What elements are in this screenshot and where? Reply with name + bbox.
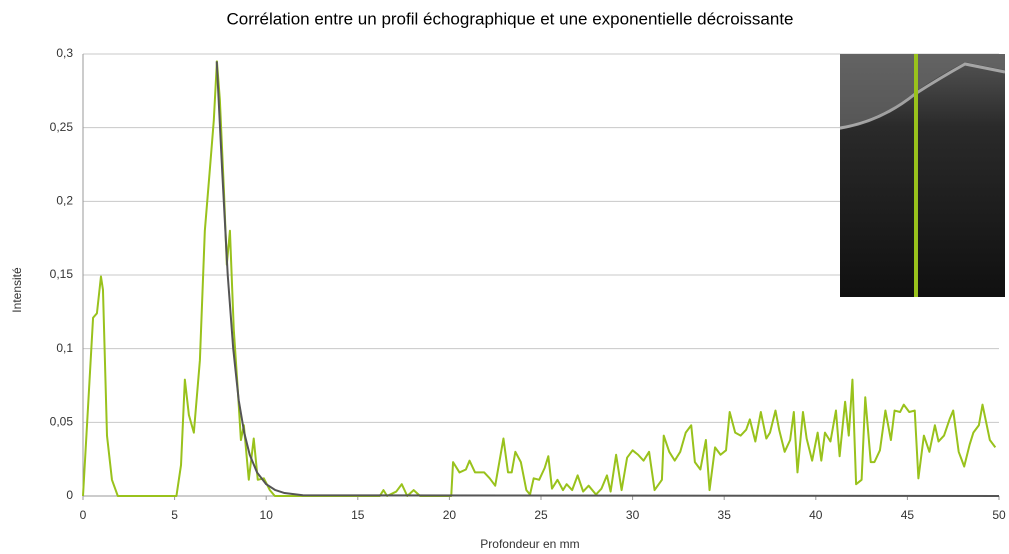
y-tick-label: 0,15: [50, 267, 74, 281]
y-tick-label: 0,2: [56, 194, 73, 208]
y-tick-label: 0,3: [56, 46, 73, 60]
x-tick-label: 15: [351, 508, 365, 522]
ultrasound-inset: [840, 54, 1005, 297]
y-tick-label: 0,25: [50, 120, 74, 134]
y-tick-label: 0: [66, 488, 73, 502]
x-tick-label: 25: [534, 508, 548, 522]
x-tick-label: 30: [626, 508, 640, 522]
x-axis-label: Profondeur en mm: [480, 537, 579, 551]
chart: Corrélation entre un profil échographiqu…: [0, 0, 1009, 554]
y-tick-label: 0,1: [56, 341, 73, 355]
x-tick-label: 40: [809, 508, 823, 522]
x-tick-label: 20: [443, 508, 457, 522]
y-axis-label: Intensité: [10, 267, 24, 313]
x-tick-label: 35: [718, 508, 732, 522]
x-tick-label: 5: [171, 508, 178, 522]
x-tick-label: 10: [260, 508, 274, 522]
x-tick-label: 50: [992, 508, 1006, 522]
chart-title: Corrélation entre un profil échographiqu…: [226, 9, 793, 28]
x-tick-label: 45: [901, 508, 915, 522]
y-tick-label: 0,05: [50, 415, 74, 429]
x-tick-label: 0: [80, 508, 87, 522]
